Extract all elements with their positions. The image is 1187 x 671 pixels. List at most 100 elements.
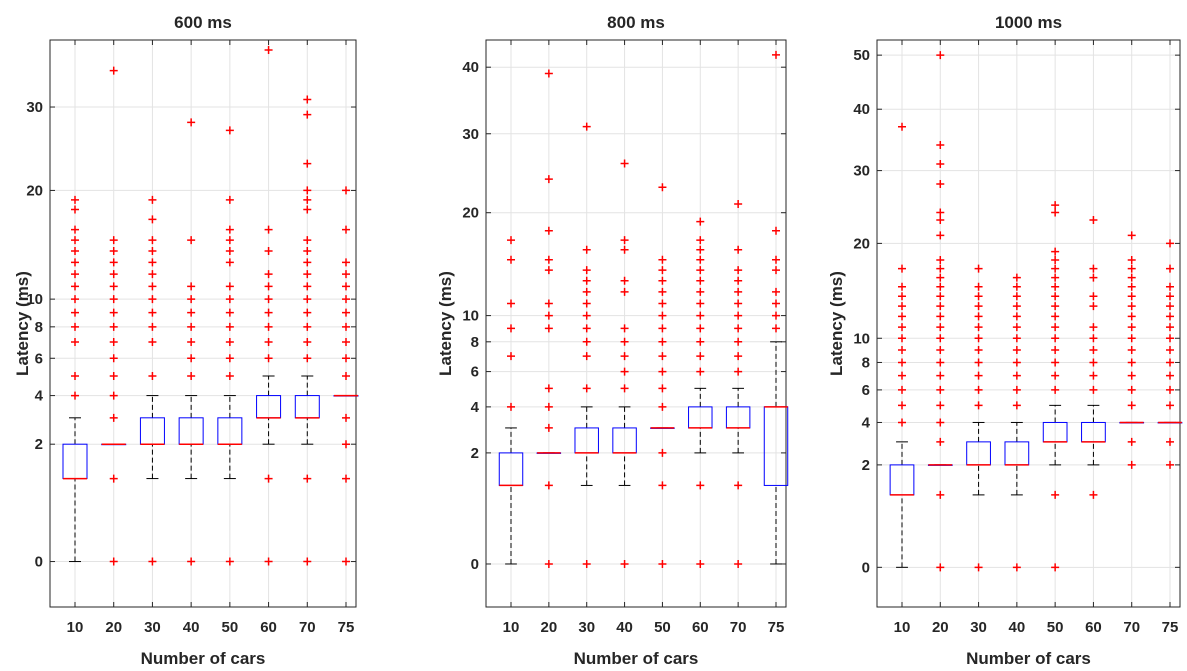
outlier-marker [264,308,273,317]
outlier-marker [1089,385,1098,394]
outlier-marker [148,247,157,256]
outlier-marker [544,69,553,78]
box-10 [498,236,524,565]
outlier-marker [109,391,118,400]
outlier-marker [936,302,945,311]
x-tick-label: 20 [541,619,558,636]
x-tick-label: 50 [222,619,239,636]
outlier-marker [898,122,906,131]
outlier-marker [303,282,312,291]
x-tick-label: 60 [1085,619,1102,636]
outlier-marker [342,295,350,304]
outlier-marker [772,266,780,275]
outlier-marker [734,481,743,490]
outlier-marker [1166,312,1174,321]
outlier-marker [303,354,312,363]
outlier-marker [109,354,118,363]
outlier-marker [544,481,553,490]
outlier-marker [71,282,79,291]
outlier-marker [264,225,273,234]
outlier-marker [544,423,553,432]
outlier-marker [1127,312,1136,321]
outlier-marker [225,371,234,380]
outlier-marker [696,299,705,308]
outlier-marker [225,247,234,256]
outlier-marker [225,308,234,317]
outlier-marker [544,175,553,184]
outlier-marker [342,225,350,234]
outlier-marker [620,324,629,333]
outlier-marker [342,354,350,363]
outlier-marker [1166,292,1174,301]
outlier-marker [1166,334,1174,343]
outlier-marker [225,258,234,267]
outlier-marker [1166,371,1174,380]
outlier-marker [734,367,743,376]
outlier-marker [898,312,906,321]
x-tick-label: 30 [144,619,161,636]
outlier-marker [974,292,983,301]
outlier-marker [974,334,983,343]
outlier-marker [71,195,79,204]
outlier-marker [342,440,350,449]
outlier-marker [1127,282,1136,291]
outlier-marker [734,324,743,333]
outlier-marker [148,308,157,317]
x-tick-label: 40 [1009,619,1026,636]
outlier-marker [544,559,553,568]
outlier-marker [1127,231,1136,240]
outlier-marker [71,322,79,331]
y-tick-label: 40 [853,101,870,118]
outlier-marker [582,266,591,275]
box-60 [1081,215,1106,499]
outlier-marker [620,352,629,361]
outlier-marker [1127,371,1136,380]
outlier-marker [1166,264,1174,273]
outlier-marker [1127,460,1136,469]
outlier-marker [658,183,667,192]
outlier-marker [148,195,157,204]
x-tick-label: 40 [616,619,633,636]
outlier-marker [342,282,350,291]
outlier-marker [936,282,945,291]
outlier-marker [1051,208,1060,217]
outlier-marker [264,270,273,279]
outlier-marker [342,413,350,422]
box-50 [1042,201,1068,572]
y-axis-label: Latency (ms) [827,271,846,376]
outlier-marker [1051,256,1060,265]
outlier-marker [936,215,945,224]
chart-title: 800 ms [607,13,665,32]
outlier-marker [1051,201,1060,210]
outlier-marker [187,557,196,566]
y-tick-label: 10 [853,330,870,347]
outlier-marker [936,385,945,394]
outlier-marker [658,276,667,285]
outlier-marker [71,270,79,279]
y-tick-label: 30 [853,163,870,180]
outlier-marker [696,217,705,226]
outlier-marker [71,258,79,267]
outlier-marker [936,256,945,265]
outlier-marker [71,225,79,234]
box-40 [178,118,204,566]
outlier-marker [303,95,312,104]
outlier-marker [1051,292,1060,301]
outlier-marker [109,247,118,256]
outlier-marker [696,266,705,275]
axes-box [876,39,1181,608]
outlier-marker [187,308,196,317]
outlier-marker [71,295,79,304]
box-70 [725,200,751,568]
outlier-marker [620,159,629,168]
outlier-marker [898,334,906,343]
outlier-marker [264,557,273,566]
outlier-marker [974,302,983,311]
outlier-marker [1127,302,1136,311]
outlier-marker [582,299,591,308]
outlier-marker [1089,264,1098,273]
chart-panel-1: 0 2 4 6 8 10 20 30 10 20 30 40 50 60 70 75 600 ms Number … [13,13,359,668]
box-70 [1119,231,1145,469]
outlier-marker [1051,302,1060,311]
outlier-marker [303,159,312,168]
